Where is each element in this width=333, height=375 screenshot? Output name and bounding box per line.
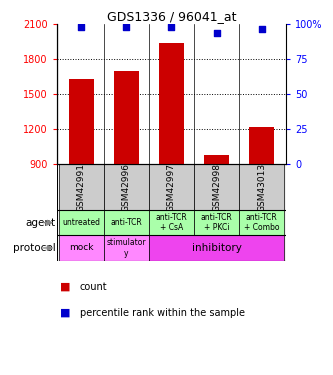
- Text: protocol: protocol: [13, 243, 55, 253]
- Bar: [114, 71, 139, 164]
- Text: percentile rank within the sample: percentile rank within the sample: [80, 308, 245, 318]
- Bar: [159, 43, 184, 164]
- Bar: [239, 164, 284, 210]
- Bar: [239, 210, 284, 235]
- Text: anti-TCR
+ CsA: anti-TCR + CsA: [156, 213, 187, 232]
- Bar: [194, 210, 239, 235]
- Text: GSM42991: GSM42991: [77, 162, 86, 211]
- Text: anti-TCR: anti-TCR: [111, 218, 142, 227]
- Bar: [59, 210, 104, 235]
- Text: anti-TCR
+ Combo: anti-TCR + Combo: [244, 213, 279, 232]
- Point: [214, 30, 219, 36]
- Text: anti-TCR
+ PKCi: anti-TCR + PKCi: [201, 213, 232, 232]
- Text: untreated: untreated: [62, 218, 100, 227]
- Text: count: count: [80, 282, 108, 292]
- Bar: [59, 235, 104, 261]
- Bar: [149, 235, 284, 261]
- Bar: [104, 235, 149, 261]
- Bar: [69, 79, 94, 164]
- Bar: [204, 155, 229, 164]
- Point: [169, 24, 174, 30]
- Text: GSM42997: GSM42997: [167, 162, 176, 211]
- Bar: [104, 164, 149, 210]
- Text: ■: ■: [60, 308, 71, 318]
- Text: ■: ■: [60, 282, 71, 292]
- Point: [124, 24, 129, 30]
- Bar: [59, 164, 104, 210]
- Bar: [149, 210, 194, 235]
- Text: agent: agent: [25, 217, 55, 228]
- Bar: [104, 210, 149, 235]
- Text: GSM42998: GSM42998: [212, 162, 221, 211]
- Bar: [194, 164, 239, 210]
- Text: mock: mock: [69, 243, 94, 252]
- Point: [79, 24, 84, 30]
- Point: [259, 26, 264, 32]
- Bar: [249, 127, 274, 164]
- Text: GSM42996: GSM42996: [122, 162, 131, 211]
- Text: GSM43013: GSM43013: [257, 162, 266, 211]
- Text: inhibitory: inhibitory: [191, 243, 241, 253]
- Title: GDS1336 / 96041_at: GDS1336 / 96041_at: [107, 10, 236, 23]
- Text: stimulator
y: stimulator y: [107, 238, 146, 258]
- Bar: [149, 164, 194, 210]
